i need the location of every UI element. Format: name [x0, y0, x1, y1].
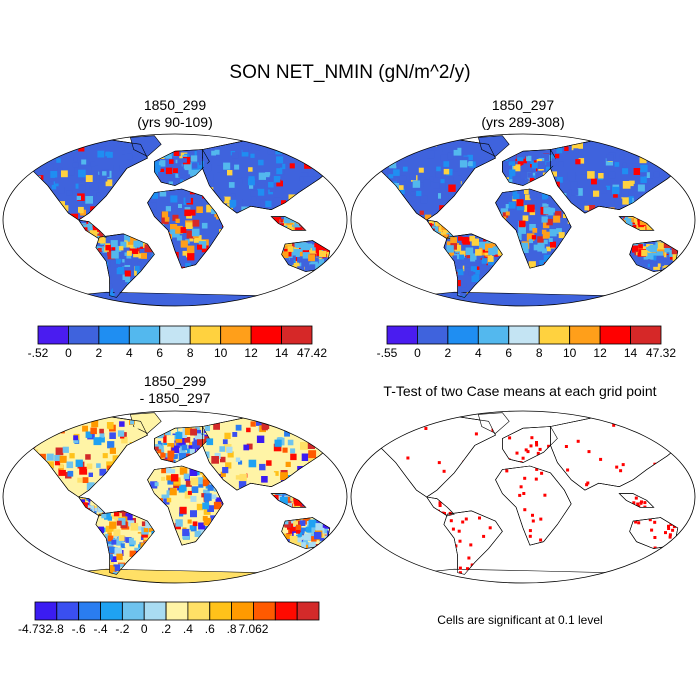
colorbar-swatch: [281, 325, 313, 345]
land-antarctica: [368, 568, 678, 583]
panel-2-title: 1850_297 (yrs 289-308): [373, 97, 673, 131]
colorbar-tick-label: -.55: [376, 346, 398, 360]
colorbar-swatch: [187, 601, 211, 621]
colorbar-swatch: [569, 325, 601, 345]
map-border: [2, 410, 348, 584]
colorbar-swatch: [159, 325, 191, 345]
colorbar-tick-label: 0: [65, 346, 72, 360]
land-antarctica: [20, 568, 330, 583]
colorbar-tick-label: -4.732: [17, 622, 53, 636]
panel-3-map: [2, 410, 348, 584]
colorbar-swatch: [250, 325, 282, 345]
panel-3-title: 1850_299 - 1850_297: [25, 373, 325, 407]
map-border: [350, 133, 696, 307]
colorbar-swatch: [296, 601, 320, 621]
panel-3-title-line1: 1850_299: [143, 373, 207, 389]
colorbar-swatch: [56, 601, 79, 621]
colorbar-tick-label: 10: [213, 346, 228, 360]
colorbar-tick-label: 7.062: [238, 622, 269, 636]
colorbar-tick-label: 47.32: [645, 346, 677, 360]
colorbar-swatch: [630, 325, 662, 345]
panel-3-colorbar: [34, 601, 320, 621]
colorbar-tick-label: 12: [593, 346, 607, 360]
colorbar-tick-label: .8: [226, 622, 237, 636]
land-antarctica: [20, 291, 330, 306]
colorbar-tick-label: 0: [140, 622, 148, 636]
colorbar-tick-label: .2: [161, 622, 172, 636]
colorbar-tick-label: -.2: [115, 622, 130, 636]
colorbar-swatch: [386, 325, 418, 345]
figure-title: SON NET_NMIN (gN/m^2/y): [229, 62, 471, 83]
significance-note: Cells are significant at 0.1 level: [437, 613, 603, 627]
colorbar-swatch: [508, 325, 540, 345]
land-greenland: [477, 412, 510, 434]
colorbar-swatch: [220, 325, 252, 345]
colorbar-tick-label: 6: [505, 346, 513, 360]
panel-1-title-line1: 1850_299: [143, 97, 207, 113]
land-greenland: [129, 135, 162, 157]
panel-2-title-line2: (yrs 289-308): [481, 114, 565, 130]
colorbar-swatch: [68, 325, 100, 345]
colorbar-swatch: [447, 325, 479, 345]
colorbar-tick-label: 8: [535, 346, 543, 360]
colorbar-tick-label: 8: [186, 346, 194, 360]
colorbar-swatch: [599, 325, 631, 345]
panel-2-colorbar-labels: -.55 0 2 4 6 8 10 12 14 47.32: [0, 346, 700, 362]
colorbar-tick-label: -.6: [71, 622, 86, 636]
colorbar-swatch: [34, 601, 58, 621]
cells-australia: [281, 517, 331, 549]
colorbar-tick-label: 0: [414, 346, 421, 360]
colorbar-swatch: [253, 601, 276, 621]
colorbar-tick-label: 4: [125, 346, 133, 360]
panel-4-title: T-Test of two Case means at each grid po…: [340, 383, 700, 400]
colorbar-swatch: [128, 325, 161, 345]
colorbar-tick-label: .4: [182, 622, 193, 636]
colorbar-swatch: [209, 601, 233, 621]
panel-1-colorbar-labels: -.52 0 2 4 6 8 10 12 14 47.42: [0, 346, 700, 362]
colorbar-tick-label: -.52: [27, 346, 49, 360]
colorbar-swatch: [122, 601, 145, 621]
colorbar-tick-label: 4: [474, 346, 482, 360]
colorbar-swatch: [165, 601, 189, 621]
colorbar-tick-label: 6: [156, 346, 164, 360]
colorbar-swatch: [100, 601, 123, 621]
panel-2-title-line1: 1850_297: [491, 97, 555, 113]
colorbar-tick-label: -.8: [49, 622, 64, 636]
panel-1-title-line2: (yrs 90-109): [137, 114, 213, 130]
map-border: [2, 133, 348, 307]
land-greenland: [477, 135, 510, 157]
colorbar-swatch: [98, 325, 130, 345]
panel-3-colorbar-labels: -4.732 -.8 -.6 -.4 -.2 0 .2 .4 .6 .8 7.062: [0, 622, 700, 638]
panel-1-map: [2, 133, 348, 307]
colorbar-tick-label: 2: [95, 346, 103, 360]
panel-2-colorbar: [386, 325, 662, 345]
panel-1-colorbar: [37, 325, 313, 345]
colorbar-swatch: [189, 325, 221, 345]
panel-3-title-line2: - 1850_297: [139, 390, 211, 406]
colorbar-swatch: [231, 601, 254, 621]
colorbar-tick-label: -.4: [93, 622, 108, 636]
panel-1-title: 1850_299 (yrs 90-109): [25, 97, 325, 131]
colorbar-tick-label: 12: [244, 346, 258, 360]
panel-4-title-line1: T-Test of two Case means at each grid po…: [383, 383, 657, 399]
colorbar-swatch: [538, 325, 571, 345]
colorbar-swatch: [274, 601, 298, 621]
map-border: [350, 410, 696, 584]
colorbar-swatch: [78, 601, 101, 621]
colorbar-swatch: [477, 325, 510, 345]
colorbar-tick-label: 10: [562, 346, 577, 360]
colorbar-swatch: [143, 601, 167, 621]
colorbar-swatch: [416, 325, 449, 345]
colorbar-swatch: [37, 325, 69, 345]
colorbar-tick-label: 47.42: [296, 346, 328, 360]
land-antarctica: [368, 291, 678, 306]
panel-2-map: [350, 133, 696, 307]
colorbar-tick-label: 2: [444, 346, 452, 360]
colorbar-tick-label: 14: [274, 346, 289, 360]
colorbar-tick-label: 14: [623, 346, 638, 360]
colorbar-tick-label: .6: [204, 622, 215, 636]
panel-4-map: [350, 410, 696, 584]
